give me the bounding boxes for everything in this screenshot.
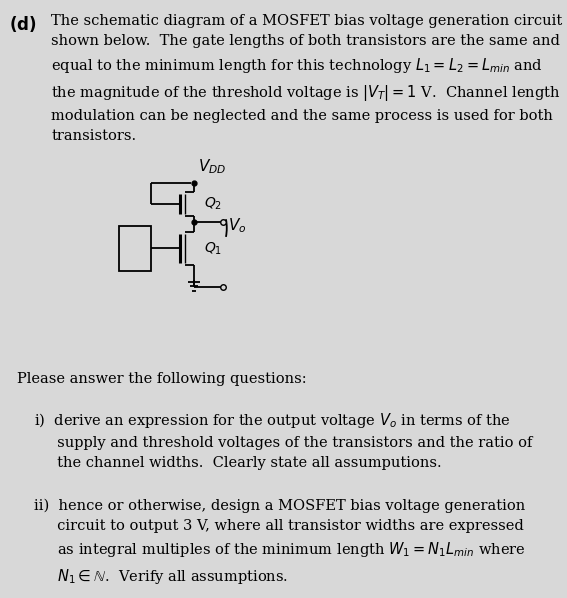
Bar [119,226,151,271]
Text: Please answer the following questions:: Please answer the following questions: [17,371,307,386]
Text: $Q_2$: $Q_2$ [204,196,222,212]
Text: $V_{DD}$: $V_{DD}$ [198,157,226,176]
Text: $Q_1$: $Q_1$ [204,240,222,257]
Text: $V_o$: $V_o$ [227,216,246,234]
Text: i)  derive an expression for the output voltage $V_o$ in terms of the
     suppl: i) derive an expression for the output v… [34,411,532,470]
Text: ii)  hence or otherwise, design a MOSFET bias voltage generation
     circuit to: ii) hence or otherwise, design a MOSFET … [34,498,526,586]
Text: $\mathbf{(d)}$: $\mathbf{(d)}$ [9,14,36,34]
Text: The schematic diagram of a MOSFET bias voltage generation circuit is
shown below: The schematic diagram of a MOSFET bias v… [51,14,567,143]
